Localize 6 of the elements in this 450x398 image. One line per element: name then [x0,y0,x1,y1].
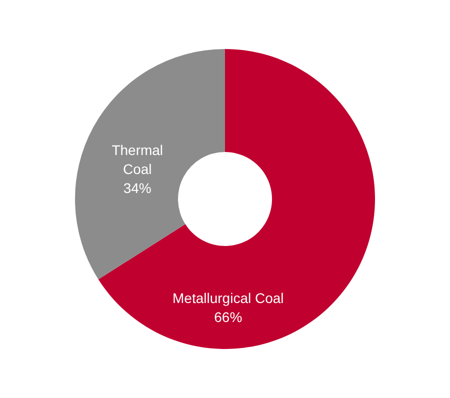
data-label: 34% [123,180,152,196]
slice-label: Thermal Coal [112,142,164,177]
data-label: 66% [214,308,242,325]
donut-slice [98,49,375,349]
donut-slice [75,49,225,280]
slice-label: Metallurgical Coal [172,290,284,306]
